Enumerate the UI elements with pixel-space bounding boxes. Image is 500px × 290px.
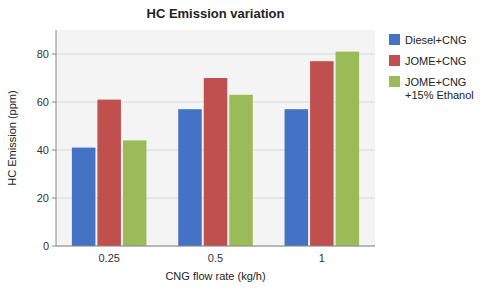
- bar: [229, 95, 253, 246]
- x-tick-label: 1: [319, 252, 325, 264]
- legend-label-line: JOME+CNG: [405, 76, 466, 88]
- legend-label-line: Diesel+CNG: [405, 34, 466, 46]
- bar: [178, 109, 202, 246]
- bar: [336, 52, 360, 246]
- bar: [285, 109, 309, 246]
- legend-swatch: [389, 34, 400, 45]
- y-tick: [52, 54, 56, 55]
- legend-label-line: +15% Ethanol: [405, 89, 474, 101]
- chart: 0 20 40 60 80 0.25 0.5 1 HC Emission variation CN…: [0, 0, 500, 290]
- legend-label: JOME+CNG: [405, 55, 466, 67]
- y-axis-label: HC Emission (ppm): [6, 90, 18, 185]
- legend-swatch: [389, 55, 400, 66]
- y-tick: [52, 150, 56, 151]
- y-tick-label: 80: [37, 48, 49, 60]
- bar: [72, 148, 96, 246]
- legend-label-line: JOME+CNG: [405, 55, 466, 67]
- y-axis: [56, 30, 57, 246]
- y-tick-label: 60: [37, 96, 49, 108]
- legend-label: JOME+CNG+15% Ethanol: [405, 76, 474, 101]
- bar: [310, 61, 334, 246]
- x-tick-label: 0.25: [98, 252, 119, 264]
- x-axis: [56, 246, 375, 247]
- y-tick-label: 20: [37, 192, 49, 204]
- plot-background: [56, 30, 375, 246]
- grid-line: [56, 54, 375, 55]
- bar: [123, 140, 147, 246]
- x-tick-label: 0.5: [208, 252, 223, 264]
- y-tick: [52, 246, 56, 247]
- legend-swatch: [389, 76, 400, 87]
- legend-label: Diesel+CNG: [405, 34, 466, 46]
- y-tick: [52, 198, 56, 199]
- y-tick-label: 40: [37, 144, 49, 156]
- bar: [97, 100, 121, 246]
- grid-line: [56, 246, 375, 247]
- y-tick-label: 0: [43, 240, 49, 252]
- x-axis-label: CNG flow rate (kg/h): [165, 270, 265, 282]
- bars: [72, 52, 359, 246]
- bar: [204, 78, 228, 246]
- legend: Diesel+CNGJOME+CNGJOME+CNG+15% Ethanol: [389, 34, 474, 101]
- title: HC Emission variation: [147, 6, 285, 21]
- y-tick: [52, 102, 56, 103]
